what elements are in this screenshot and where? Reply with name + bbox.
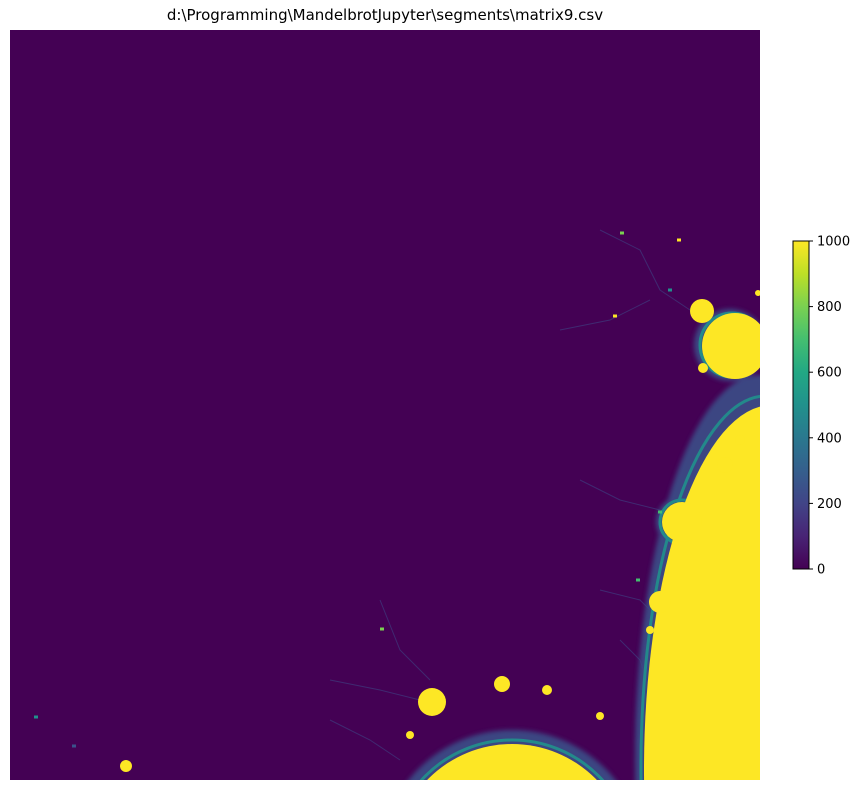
colorbar-gradient xyxy=(793,241,809,569)
set-component xyxy=(418,688,446,716)
set-component xyxy=(755,290,760,296)
set-component xyxy=(646,626,654,634)
set-component xyxy=(427,744,597,780)
speckle xyxy=(658,510,662,514)
speckle xyxy=(677,238,681,242)
speckle xyxy=(620,231,624,235)
filament xyxy=(599,229,691,311)
colorbar-tick-label: 800 xyxy=(817,300,842,315)
colorbar-tick-label: 1000 xyxy=(817,235,850,250)
speckle xyxy=(34,715,38,719)
set-component xyxy=(649,591,671,613)
speckle xyxy=(668,288,672,292)
set-component xyxy=(698,363,708,373)
colorbar-tick-label: 400 xyxy=(817,431,842,446)
colorbar-tick-label: 600 xyxy=(817,366,842,381)
filament xyxy=(379,599,431,681)
set-component xyxy=(717,457,733,473)
set-component xyxy=(662,502,702,542)
filaments xyxy=(329,229,691,761)
colorbar-tick-label: 200 xyxy=(817,497,842,512)
speckle xyxy=(72,744,76,748)
colorbar-tick-label: 0 xyxy=(817,563,825,578)
filament xyxy=(619,639,651,691)
filament xyxy=(329,719,401,761)
edge-ring xyxy=(639,395,760,780)
set-component xyxy=(644,406,760,780)
set-component xyxy=(690,299,714,323)
colorbar: 0 200 400 600 800 1000 xyxy=(792,235,850,578)
filament xyxy=(559,299,651,331)
set-interior xyxy=(120,290,760,780)
set-component xyxy=(120,760,132,772)
speckle xyxy=(636,578,640,582)
colorbar-frame xyxy=(792,240,810,570)
speckle xyxy=(613,314,617,318)
edge-ring xyxy=(419,738,605,780)
heatmap-plot-area xyxy=(10,30,760,780)
set-component xyxy=(406,731,414,739)
set-component xyxy=(542,685,552,695)
set-component xyxy=(596,712,604,720)
filament xyxy=(329,679,421,701)
chart-title: d:\Programming\MandelbrotJupyter\segment… xyxy=(166,6,604,24)
filament xyxy=(579,479,661,511)
set-component xyxy=(735,435,745,445)
set-component xyxy=(702,313,760,379)
set-component xyxy=(494,676,510,692)
speckle xyxy=(380,627,384,631)
